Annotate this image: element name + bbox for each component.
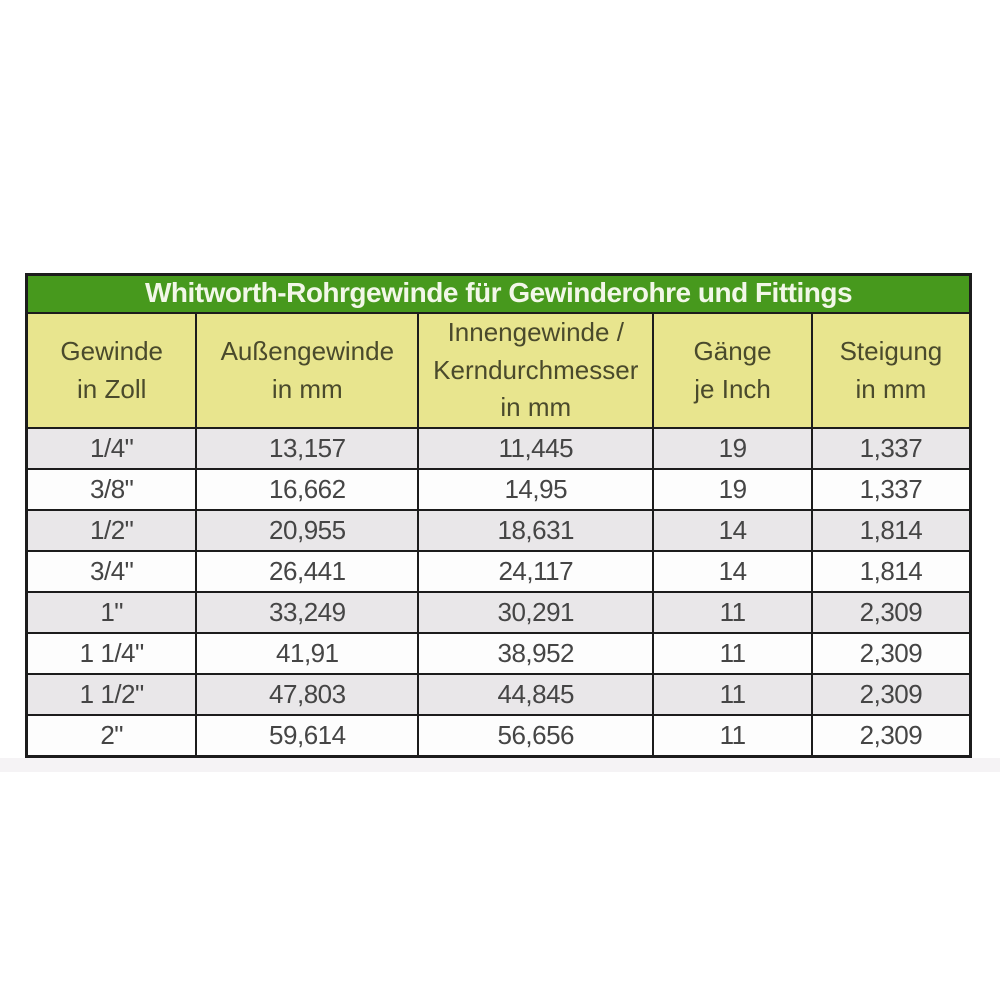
table-cell: 11,445 (417, 427, 655, 471)
table-cell: 2,309 (810, 673, 972, 717)
table-cell: 19 (652, 468, 813, 512)
table-cell: 33,249 (195, 591, 420, 635)
table-cell: 44,845 (417, 673, 655, 717)
header-row: Gewinde in Zoll Außengewinde in mm Innenge… (25, 311, 972, 430)
table-cell: 11 (652, 591, 813, 635)
whitworth-thread-table: Whitworth-Rohrgewinde für Gewinderohre u… (25, 273, 972, 759)
table-cell: 1/4" (25, 427, 198, 471)
table-cell: 14 (652, 550, 813, 594)
table-row: 1 1/4" 41,91 38,952 11 2,309 (25, 632, 972, 676)
table-cell: 14 (652, 509, 813, 553)
table-cell: 18,631 (417, 509, 655, 553)
table-cell: 1/2" (25, 509, 198, 553)
table-cell: 2,309 (810, 632, 972, 676)
column-header: Steigung in mm (810, 311, 972, 430)
table-body: 1/4" 13,157 11,445 19 1,337 3/8" 16,662 14,95 19… (25, 427, 972, 758)
table-cell: 30,291 (417, 591, 655, 635)
table-cell: 11 (652, 673, 813, 717)
column-header: Innengewinde / Kerndurchmesser in mm (417, 311, 655, 430)
table-cell: 24,117 (417, 550, 655, 594)
table-cell: 2,309 (810, 714, 972, 758)
table-cell: 11 (652, 632, 813, 676)
table-row: 1/4" 13,157 11,445 19 1,337 (25, 427, 972, 471)
table-cell: 1 1/4" (25, 632, 198, 676)
table-title: Whitworth-Rohrgewinde für Gewinderohre u… (25, 273, 972, 314)
column-header: Gewinde in Zoll (25, 311, 198, 430)
table-cell: 56,656 (417, 714, 655, 758)
table-row: 2" 59,614 56,656 11 2,309 (25, 714, 972, 758)
table-cell: 16,662 (195, 468, 420, 512)
table-cell: 20,955 (195, 509, 420, 553)
table-cell: 41,91 (195, 632, 420, 676)
table-cell: 19 (652, 427, 813, 471)
table-cell: 47,803 (195, 673, 420, 717)
table-cell: 1 1/2" (25, 673, 198, 717)
table-cell: 14,95 (417, 468, 655, 512)
table-cell: 3/8" (25, 468, 198, 512)
table-cell: 1,814 (810, 509, 972, 553)
table-cell: 2,309 (810, 591, 972, 635)
table-container: Whitworth-Rohrgewinde für Gewinderohre u… (25, 273, 975, 759)
table-cell: 38,952 (417, 632, 655, 676)
table-cell: 2" (25, 714, 198, 758)
table-cell: 1,814 (810, 550, 972, 594)
table-cell: 3/4" (25, 550, 198, 594)
table-row: 1/2" 20,955 18,631 14 1,814 (25, 509, 972, 553)
table-cell: 1" (25, 591, 198, 635)
table-row: 1 1/2" 47,803 44,845 11 2,309 (25, 673, 972, 717)
table-cell: 26,441 (195, 550, 420, 594)
table-cell: 13,157 (195, 427, 420, 471)
table-row: 3/4" 26,441 24,117 14 1,814 (25, 550, 972, 594)
column-header: Gänge je Inch (652, 311, 813, 430)
column-header: Außengewinde in mm (195, 311, 420, 430)
shadow-strip (0, 758, 1000, 772)
table-cell: 11 (652, 714, 813, 758)
table-cell: 59,614 (195, 714, 420, 758)
title-row: Whitworth-Rohrgewinde für Gewinderohre u… (25, 273, 972, 314)
table-row: 1" 33,249 30,291 11 2,309 (25, 591, 972, 635)
table-cell: 1,337 (810, 468, 972, 512)
table-row: 3/8" 16,662 14,95 19 1,337 (25, 468, 972, 512)
table-cell: 1,337 (810, 427, 972, 471)
